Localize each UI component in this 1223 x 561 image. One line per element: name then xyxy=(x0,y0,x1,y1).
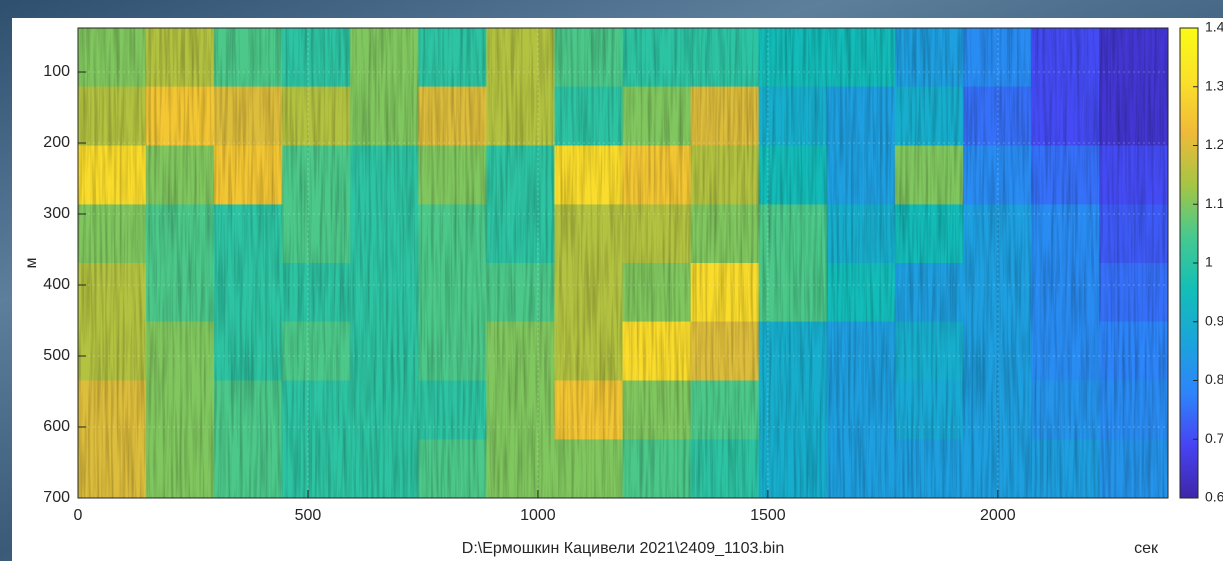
y-tick-label: 300 xyxy=(43,205,70,222)
y-tick-label: 200 xyxy=(43,134,70,151)
y-tick-label: 400 xyxy=(43,276,70,293)
colorbar-tick-label: 1.3 xyxy=(1205,77,1223,93)
x-tick-label: 2000 xyxy=(980,507,1016,524)
y-tick-label: 700 xyxy=(43,489,70,506)
y-tick-label: 100 xyxy=(43,63,70,80)
colorbar-tick-label: 0.6 xyxy=(1205,489,1223,505)
x-tick-label: 1500 xyxy=(750,507,786,524)
x-axis-label: D:\Ермошкин Кацивели 2021\2409_1103.bin xyxy=(462,540,784,557)
colorbar-tick-label: 1.4 xyxy=(1205,19,1223,35)
y-tick-label: 500 xyxy=(43,347,70,364)
colorbar-tick-label: 0.8 xyxy=(1205,371,1223,387)
colorbar-tick-label: 1 xyxy=(1205,254,1213,270)
y-axis-label: м xyxy=(23,258,40,269)
colorbar-tick-label: 1.1 xyxy=(1205,195,1223,211)
colorbar-tick-label: 0.7 xyxy=(1205,430,1223,446)
x-tick-label: 1000 xyxy=(520,507,556,524)
colorbar-tick-label: 0.9 xyxy=(1205,312,1223,328)
x-unit-label: сек xyxy=(1134,540,1159,557)
colorbar-tick-label: 1.2 xyxy=(1205,136,1223,152)
x-tick-label: 0 xyxy=(74,507,83,524)
y-tick-label: 600 xyxy=(43,418,70,435)
x-tick-label: 500 xyxy=(295,507,322,524)
texture xyxy=(78,28,1168,498)
plot-frame xyxy=(77,27,1169,499)
